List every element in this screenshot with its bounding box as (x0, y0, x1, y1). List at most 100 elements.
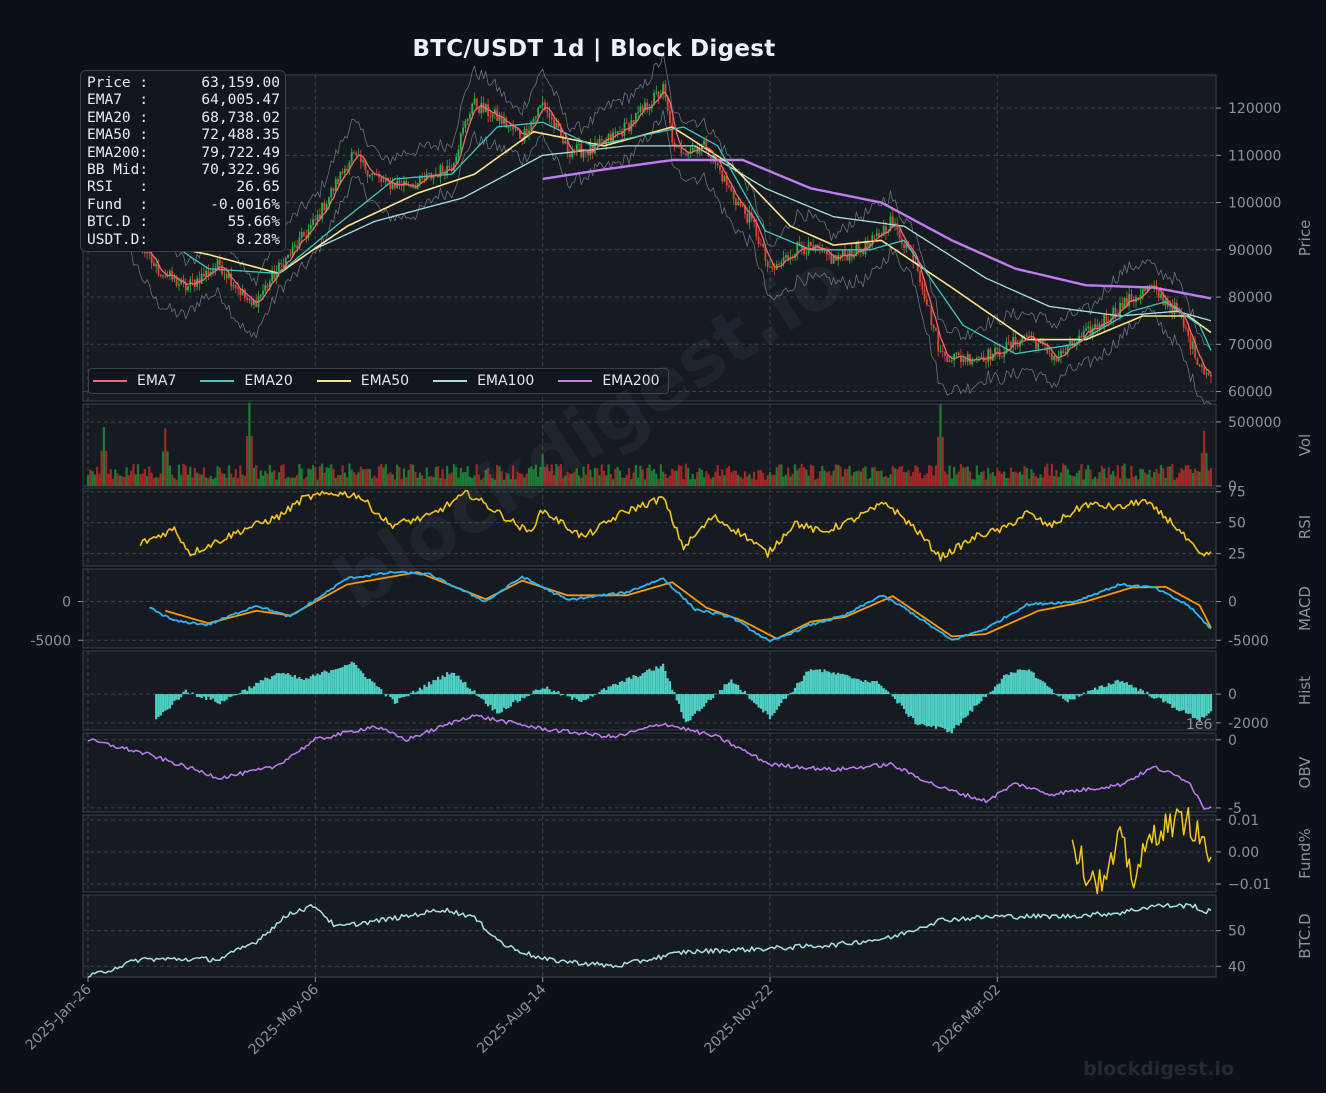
volume-bar (484, 469, 487, 486)
hist-bar (823, 669, 826, 695)
hist-bar (484, 694, 487, 704)
volume-bar (432, 477, 435, 486)
volume-bar (205, 477, 208, 486)
x-tick-label: 2025-Nov-22 (702, 982, 777, 1057)
hist-bar (882, 688, 885, 695)
volume-bar (1037, 478, 1040, 486)
volume-bar (448, 473, 451, 486)
volume-bar (366, 468, 369, 486)
volume-bar (1032, 472, 1035, 486)
candle-body (1103, 314, 1106, 327)
volume-bar (364, 469, 367, 486)
candle-body (423, 178, 426, 180)
hist-bar (557, 691, 560, 695)
candle-body (571, 151, 574, 158)
volume-bar (862, 467, 865, 486)
volume-bar (1073, 476, 1076, 486)
candle-body (180, 279, 183, 285)
candle-body (353, 152, 355, 154)
candle-body (271, 271, 274, 282)
volume-bar (405, 477, 408, 486)
candle-body (275, 271, 278, 280)
candle-body (350, 152, 353, 162)
candle-body (1032, 336, 1035, 340)
candle-body (969, 353, 971, 365)
hist-bar (559, 694, 562, 696)
volume-bar (639, 465, 642, 486)
volume-bar (171, 474, 174, 486)
volume-bar (489, 474, 492, 486)
volume-bar (857, 470, 860, 486)
volume-bar (1171, 464, 1174, 486)
candle-body (514, 128, 517, 130)
hist-bar (687, 694, 690, 722)
volume-bar (943, 471, 947, 486)
volume-bar (1014, 471, 1017, 486)
volume-bar (161, 451, 165, 486)
y-tick-label: 70000 (1228, 337, 1273, 353)
hist-bar (405, 694, 408, 697)
candle-body (759, 243, 762, 245)
volume-bar (1080, 464, 1083, 486)
candle-body (944, 351, 946, 356)
hist-bar (905, 694, 908, 714)
volume-bar (1071, 475, 1074, 486)
candle-body (566, 140, 569, 154)
hist-bar (402, 694, 406, 698)
volume-bar (1137, 479, 1140, 486)
volume-bar (537, 476, 540, 486)
candle-body (325, 204, 328, 211)
hist-bar (1075, 694, 1078, 696)
hist-bar (662, 663, 665, 695)
volume-bar (514, 479, 517, 486)
candle-body (241, 290, 244, 296)
hist-bar (443, 676, 447, 695)
hist-bar (712, 694, 715, 699)
volume-bar (652, 468, 656, 486)
legend-label: EMA200 (602, 373, 660, 389)
volume-bar (698, 468, 701, 486)
volume-bar (120, 476, 124, 486)
hist-bar (784, 694, 787, 699)
volume-bar (196, 472, 199, 486)
hist-bar (300, 678, 303, 695)
y-tick-label: 0 (1228, 733, 1237, 749)
volume-bar (202, 467, 206, 486)
volume-bar (543, 466, 547, 486)
hist-bar (1187, 694, 1190, 714)
candle-body (700, 144, 703, 150)
volume-bar (868, 477, 872, 486)
candle-body (594, 142, 596, 154)
candle-body (253, 300, 255, 305)
volume-bar (1018, 471, 1022, 486)
hist-bar (657, 668, 660, 695)
candle-body (1028, 335, 1031, 338)
hist-bar (1068, 694, 1072, 700)
bollinger-lower (87, 109, 1212, 405)
candle-body (453, 163, 455, 171)
volume-bar (718, 475, 722, 486)
info-label: Price : (87, 75, 149, 91)
volume-bar (1041, 477, 1044, 486)
volume-bar (903, 472, 906, 486)
volume-bar (680, 465, 683, 486)
candle-body (334, 179, 337, 192)
candle-body (516, 128, 519, 131)
hist-bar (339, 667, 342, 695)
candle-body (753, 218, 755, 222)
volume-bar (987, 468, 990, 486)
volume-bar (814, 479, 817, 486)
hist-bar (702, 694, 706, 707)
volume-bar (223, 473, 226, 486)
volume-bar (696, 471, 699, 486)
hist-bar (900, 694, 903, 706)
candle-body (1169, 306, 1171, 307)
hist-bar (777, 694, 781, 707)
candle-body (259, 294, 262, 297)
candle-body (500, 115, 503, 124)
candle-body (450, 167, 453, 171)
candle-body (255, 300, 258, 307)
candle-body (293, 245, 296, 247)
candle-body (341, 171, 344, 174)
hist-bar (280, 673, 283, 695)
